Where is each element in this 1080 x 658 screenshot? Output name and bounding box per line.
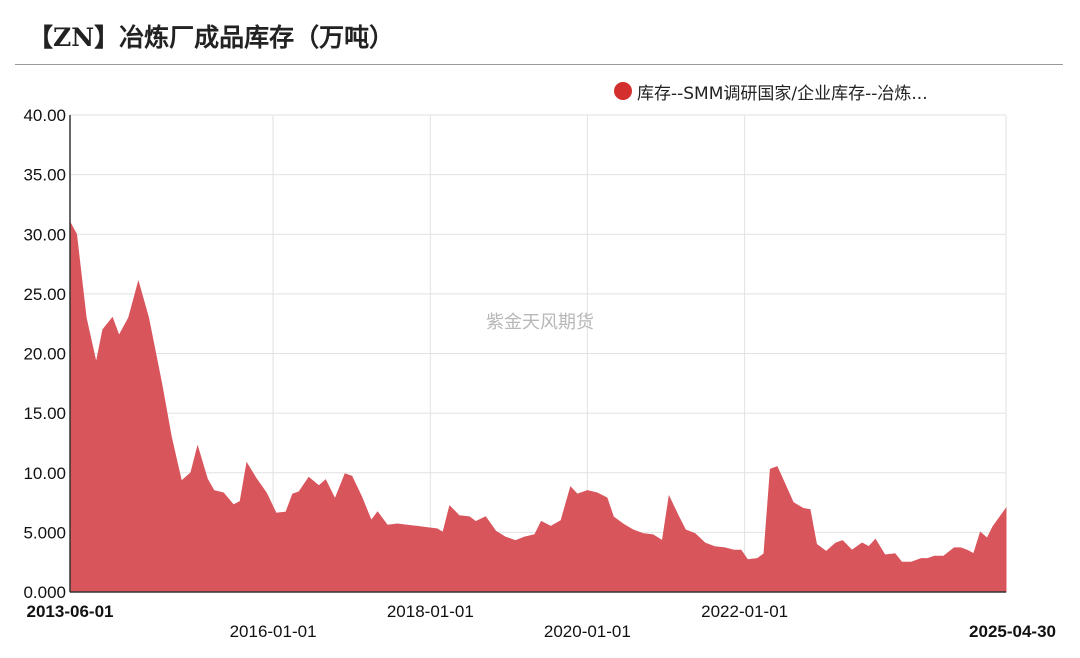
y-tick-label: 15.00 [23, 404, 66, 423]
legend-marker-icon [614, 82, 632, 100]
x-tick-label: 2025-04-30 [969, 622, 1056, 641]
y-tick-label: 5.000 [23, 523, 66, 542]
y-axis-ticks: 0.000 5.000 10.00 15.00 20.00 25.00 30.00 35.00… [23, 106, 66, 602]
y-tick-label: 35.00 [23, 166, 66, 185]
legend[interactable]: 库存--SMM调研国家/企业库存--冶炼... [614, 80, 928, 104]
x-tick-label: 2018-01-01 [387, 602, 474, 621]
series-area-layer [69, 222, 1007, 593]
y-tick-label: 0.000 [23, 583, 66, 602]
y-tick-label: 10.00 [23, 464, 66, 483]
x-tick-label: 2022-01-01 [701, 602, 788, 621]
x-tick-label: 2013-06-01 [27, 602, 114, 621]
x-tick-label: 2020-01-01 [544, 622, 631, 641]
y-tick-label: 25.00 [23, 285, 66, 304]
series-area-0[interactable] [69, 222, 1007, 593]
y-tick-label: 30.00 [23, 225, 66, 244]
legend-label: 库存--SMM调研国家/企业库存--冶炼... [637, 83, 928, 104]
title-divider [15, 64, 1063, 65]
chart-title: 【ZN】冶炼厂成品库存（万吨） [28, 23, 395, 52]
y-tick-label: 40.00 [23, 106, 66, 125]
x-axis-ticks: 2013-06-01 2016-01-01 2018-01-01 2020-01-01… [27, 602, 1056, 641]
x-tick-label: 2016-01-01 [230, 622, 317, 641]
watermark: 紫金天风期货 [486, 312, 594, 333]
y-tick-label: 20.00 [23, 345, 66, 364]
axes [69, 115, 1006, 593]
